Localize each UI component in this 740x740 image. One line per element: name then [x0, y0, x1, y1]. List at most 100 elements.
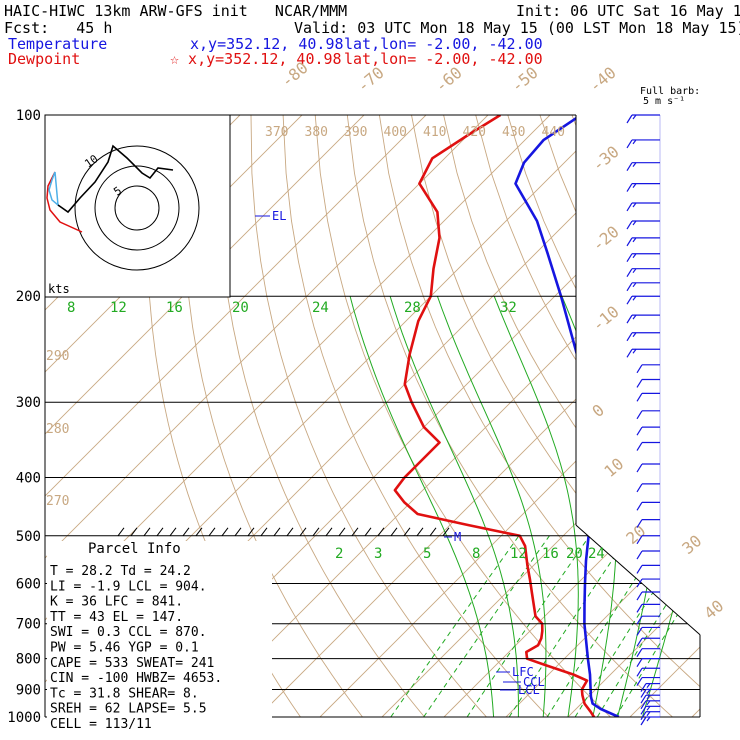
dry-adiabat-line — [346, 115, 687, 717]
wind-barb-half — [646, 694, 651, 700]
wind-barb-flag — [626, 314, 633, 324]
isotherm-line — [691, 115, 700, 717]
parcel-info-row: Tc = 31.8 SHEAR= 8. — [50, 686, 199, 701]
model-title: HAIC-HIWC 13km ARW-GFS init NCAR/MMM — [4, 2, 348, 20]
wind-barb-flag — [636, 648, 643, 657]
moist-adiabat-line — [617, 296, 664, 717]
level-marker-label: EL — [272, 209, 286, 223]
dewpoint-profile — [393, 115, 596, 717]
mixing-ratio-label: 16 — [542, 546, 559, 562]
wind-barb-flag — [636, 463, 643, 473]
isotherm-line — [45, 115, 365, 717]
wind-barb-flag — [636, 615, 643, 625]
dry-adiabat-line — [635, 115, 700, 717]
theta-label: 430 — [502, 125, 525, 140]
barb-legend-unit: 5 m s⁻¹ — [643, 96, 685, 107]
parcel-info-row: SWI = 0.3 CCL = 870. — [50, 625, 207, 640]
hodograph-ring — [94, 165, 180, 251]
hatch-mark — [403, 527, 411, 537]
isotherm-label: -70 — [353, 63, 387, 96]
mixing-ratio-label: 2 — [335, 546, 343, 562]
hatch-mark — [208, 527, 216, 537]
wind-barb-flag — [640, 694, 647, 704]
isotherm-label: -10 — [588, 302, 622, 335]
theta-label: 420 — [463, 125, 486, 140]
pressure-label: 400 — [16, 470, 41, 486]
theta-label: 410 — [423, 125, 446, 140]
wind-barb-flag — [626, 183, 633, 192]
isotherm-line — [505, 115, 700, 717]
dry-adiabat-line — [667, 115, 700, 717]
wind-barb-flag — [636, 667, 643, 677]
dewpoint-legend: Dewpoint — [8, 50, 81, 68]
wind-barb-half — [646, 700, 651, 706]
hatch-mark — [364, 527, 372, 537]
dry-adiabat-line — [378, 115, 700, 717]
wind-barb-half — [632, 162, 637, 168]
hatch-mark — [286, 527, 294, 537]
parcel-info-row: SREH = 62 LAPSE= 5.5 — [50, 702, 207, 717]
wind-barb-flag — [636, 442, 643, 451]
theta-label: 290 — [46, 349, 69, 364]
valid-time: Valid: 03 UTC Mon 18 May 15 (00 LST Mon … — [294, 19, 740, 37]
hatch-mark — [338, 527, 346, 537]
pressure-label: 200 — [16, 289, 41, 305]
temperature-xy: x,y=352.12, 40.98 — [190, 35, 344, 53]
isotherm-line — [45, 115, 489, 717]
wind-barb-half — [632, 253, 637, 259]
wind-barb-half — [632, 348, 637, 354]
wind-barb-flag — [636, 658, 643, 667]
dry-adiabat-line — [732, 115, 740, 730]
wind-barb-half — [632, 183, 637, 188]
hatch-mark — [416, 527, 424, 537]
mixing-ratio-line — [423, 535, 550, 717]
wind-barb-flag — [626, 114, 633, 124]
wind-barb-half — [632, 282, 637, 288]
pressure-label: 900 — [16, 682, 41, 698]
hodograph-trace-near — [48, 171, 59, 207]
hatch-mark — [234, 527, 242, 537]
wind-barb-flag — [636, 565, 643, 574]
mixing-ratio-label: 8 — [472, 546, 480, 562]
isotherm-label: -30 — [588, 142, 622, 175]
hodograph-ring — [114, 185, 160, 231]
mixing-ratio-label: 3 — [374, 546, 382, 562]
hatch-mark — [299, 527, 307, 537]
level-marker-label: LFC — [512, 665, 534, 679]
dewpoint-latlon: lat,lon= -2.00, -42.00 — [344, 50, 543, 68]
plot-diagonal-border — [575, 524, 701, 636]
wind-barb-flag — [636, 591, 643, 601]
wind-barb-flag — [640, 706, 647, 715]
wind-barb-flag — [636, 393, 643, 402]
wind-barb-half — [632, 237, 637, 243]
theta-label: 440 — [542, 125, 565, 140]
hatch-mark — [156, 527, 164, 537]
pressure-label: 100 — [16, 108, 41, 124]
mixing-ratio-line — [390, 535, 520, 717]
wind-barb-half — [632, 114, 637, 120]
wind-barb-flag — [626, 253, 633, 263]
hatch-mark — [143, 527, 151, 537]
hatch-mark — [351, 527, 359, 537]
isotherm-label: -50 — [507, 63, 541, 96]
hatch-mark — [390, 527, 398, 537]
hodograph-units: kts — [48, 282, 70, 296]
hatch-mark — [182, 527, 190, 537]
hatch-mark — [169, 527, 177, 537]
hatch-mark — [221, 527, 229, 537]
wind-barb-flag — [636, 550, 643, 560]
hatch-mark — [325, 527, 333, 537]
hodograph-ring-label: 10 — [82, 152, 100, 170]
mixing-ratio-line — [508, 535, 629, 717]
parcel-info-row: TT = 43 EL = 147. — [50, 610, 183, 625]
wind-barb-flag — [626, 237, 633, 247]
wind-barb-flag — [636, 578, 643, 588]
temperature-latlon: lat,lon= -2.00, -42.00 — [344, 35, 543, 53]
wind-barb-half — [632, 314, 637, 320]
hodograph-ring — [74, 145, 200, 271]
barb-legend-title: Full barb: — [640, 86, 700, 97]
theta-e-label: 28 — [404, 300, 421, 316]
pressure-label: 500 — [16, 529, 41, 545]
isotherm-label: 30 — [678, 531, 705, 558]
